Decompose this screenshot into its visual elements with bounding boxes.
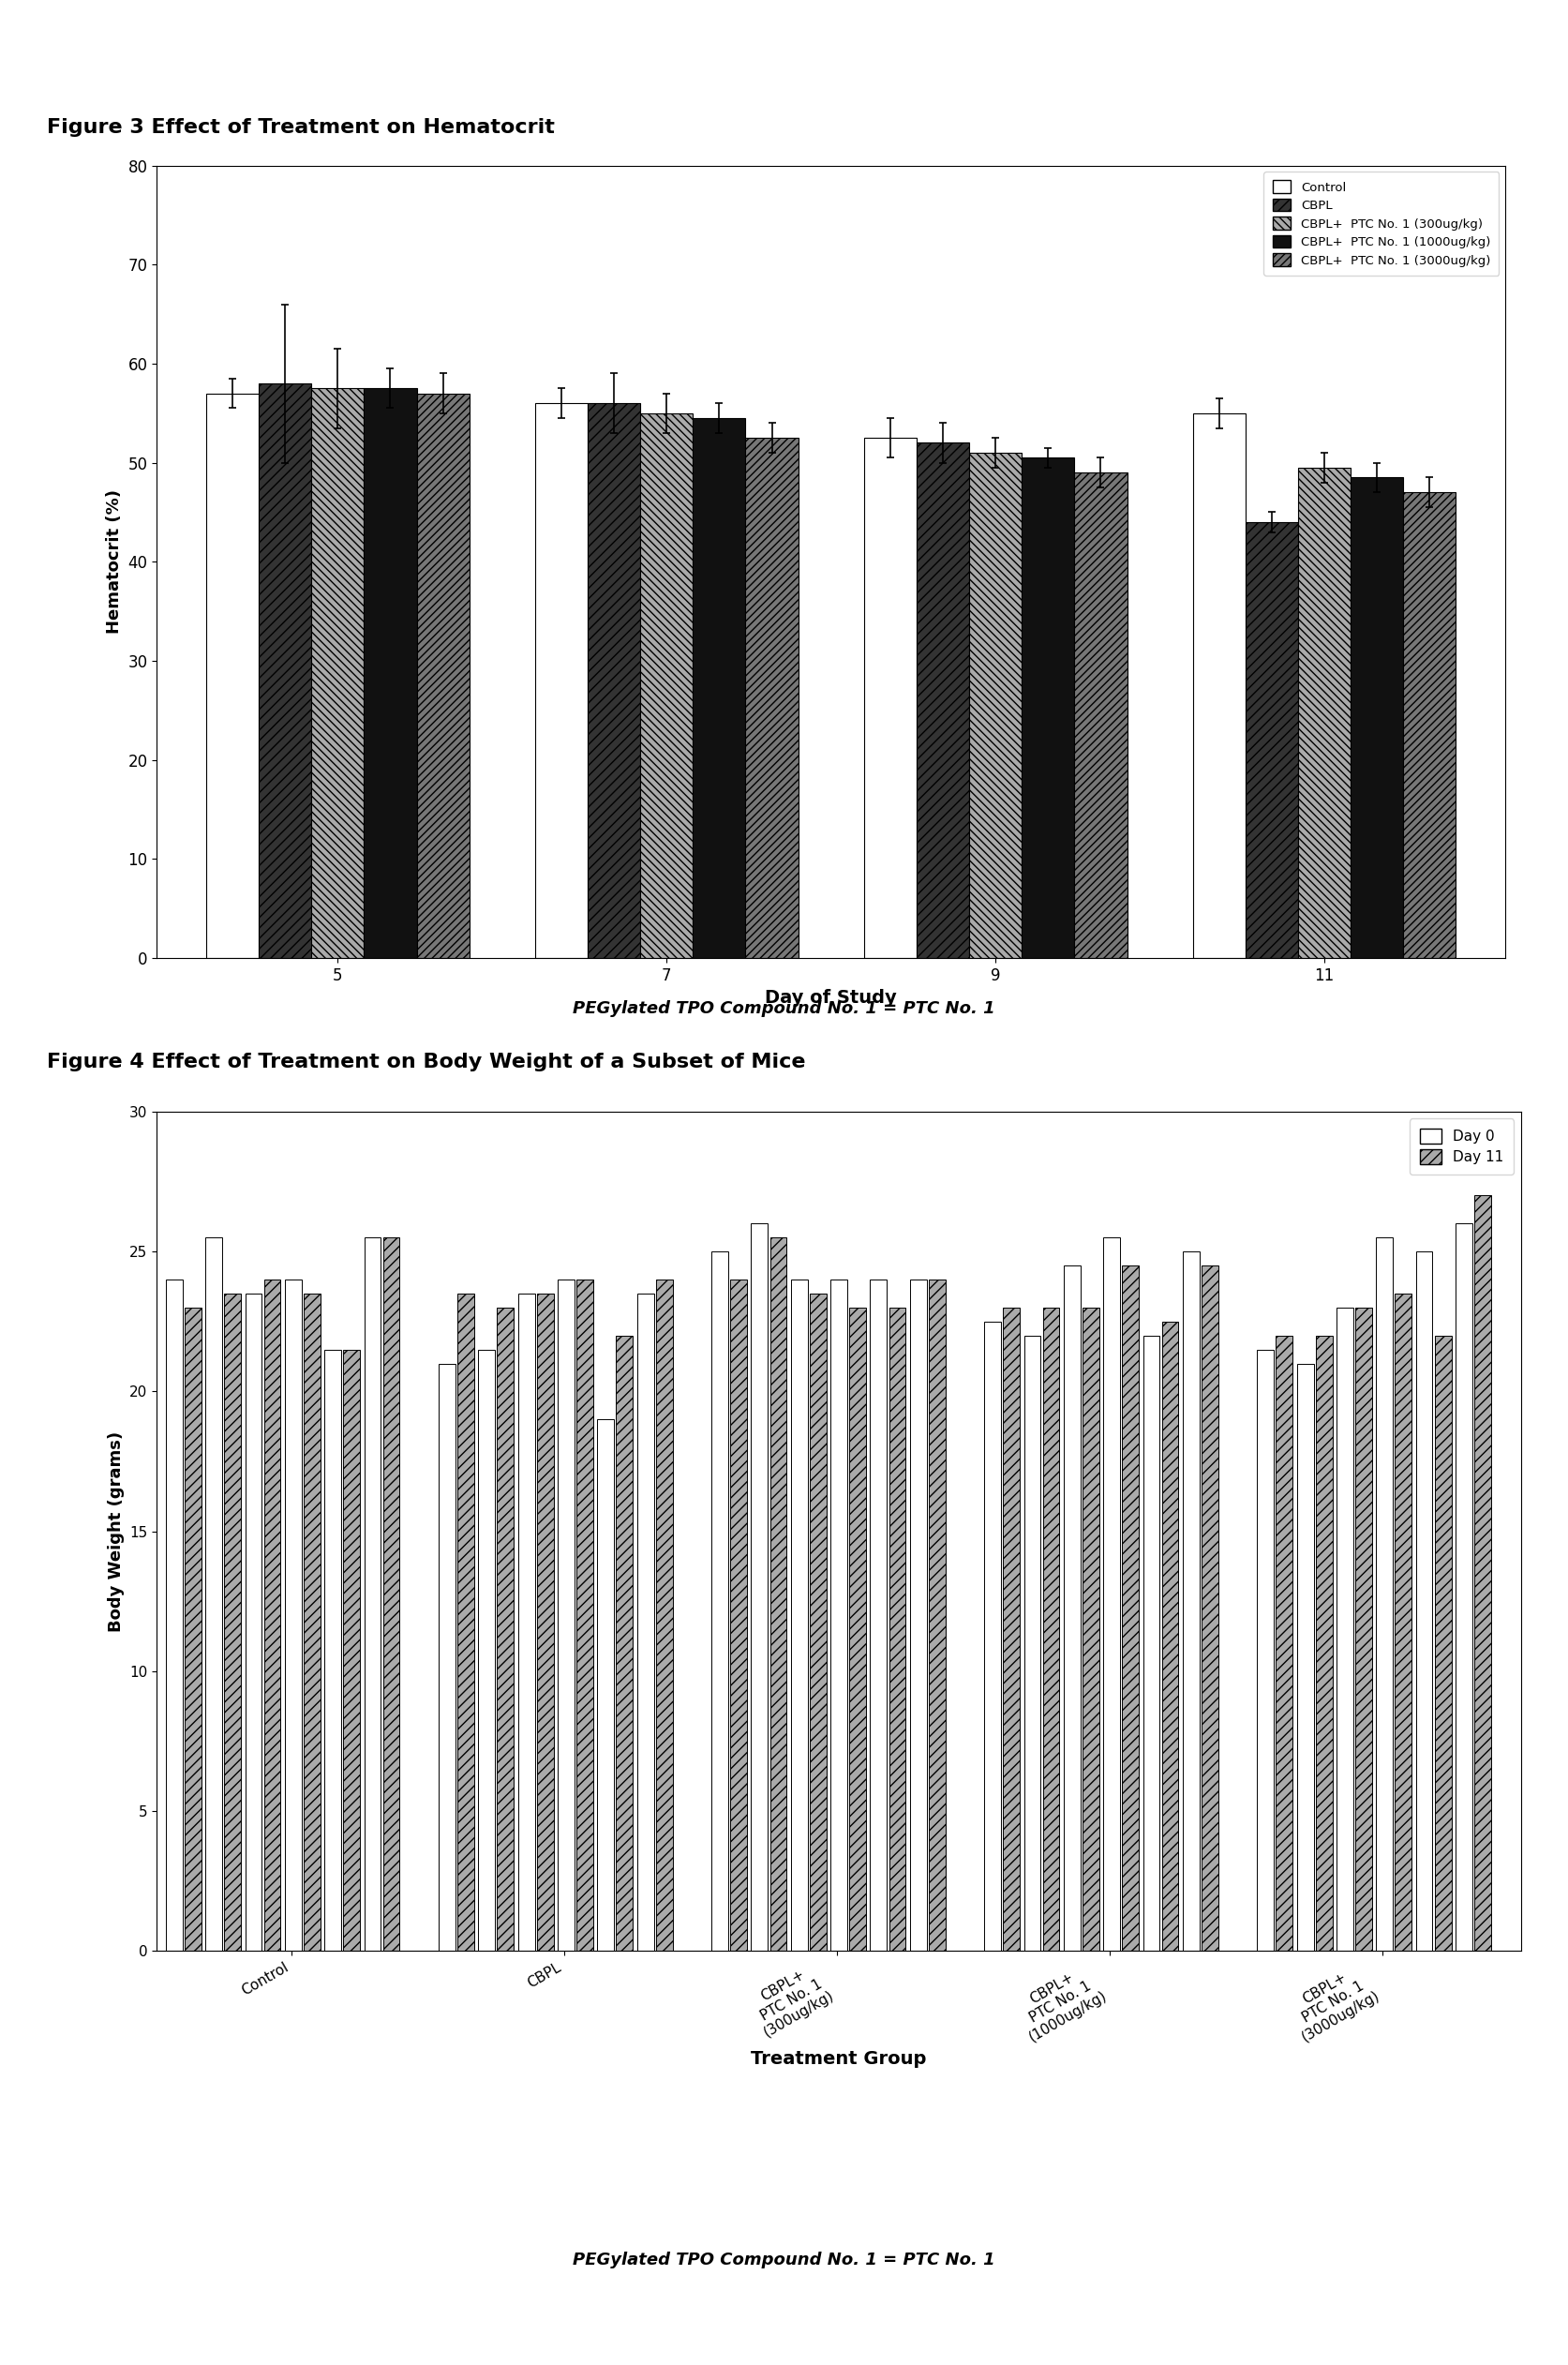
Text: Figure 4 Effect of Treatment on Body Weight of a Subset of Mice: Figure 4 Effect of Treatment on Body Wei… [47,1052,806,1071]
Bar [1403,492,1457,958]
Bar [1336,1308,1353,1951]
Bar [1082,1308,1099,1951]
Bar [1022,459,1074,958]
X-axis label: Treatment Group: Treatment Group [751,2050,927,2067]
Legend: Control, CBPL, CBPL+  PTC No. 1 (300ug/kg), CBPL+  PTC No. 1 (1000ug/kg), CBPL+ : Control, CBPL, CBPL+ PTC No. 1 (300ug/kg… [1264,173,1499,274]
Bar [245,1294,262,1951]
Bar [870,1279,887,1951]
Bar [364,388,417,958]
Bar [1063,1265,1080,1951]
Bar [1396,1294,1411,1951]
Bar [536,1294,554,1951]
Bar [1074,473,1127,958]
Bar [1355,1308,1372,1951]
Bar [588,402,640,958]
Bar [693,419,745,958]
Bar [790,1279,808,1951]
Bar [917,442,969,958]
Bar [712,1251,728,1951]
Y-axis label: Body Weight (grams): Body Weight (grams) [108,1431,124,1632]
Bar [751,1223,768,1951]
Bar [224,1294,241,1951]
Bar [1143,1336,1160,1951]
Bar [259,383,312,958]
X-axis label: Day of Study: Day of Study [765,989,897,1007]
Bar [909,1279,927,1951]
Bar [889,1308,906,1951]
Bar [1104,1237,1120,1951]
Bar [850,1308,866,1951]
Bar [1298,468,1350,958]
Bar [928,1279,946,1951]
Bar [458,1294,474,1951]
Bar [864,438,917,958]
Bar [745,438,798,958]
Legend: Day 0, Day 11: Day 0, Day 11 [1410,1119,1513,1175]
Bar [809,1294,826,1951]
Bar [1350,478,1403,958]
Bar [285,1279,301,1951]
Bar [616,1336,633,1951]
Bar [205,1237,223,1951]
Bar [1245,523,1298,958]
Bar [1193,414,1245,958]
Bar [577,1279,593,1951]
Bar [417,393,469,958]
Text: PEGylated TPO Compound No. 1 = PTC No. 1: PEGylated TPO Compound No. 1 = PTC No. 1 [572,1000,996,1017]
Bar [1258,1350,1273,1951]
Bar [1474,1194,1491,1951]
Bar [1182,1251,1200,1951]
Bar [185,1308,201,1951]
Bar [1297,1362,1314,1951]
Bar [1024,1336,1041,1951]
Bar [1435,1336,1452,1951]
Bar [655,1279,673,1951]
Bar [1004,1308,1019,1951]
Bar [1377,1237,1392,1951]
Bar [770,1237,787,1951]
Bar [985,1322,1000,1951]
Y-axis label: Hematocrit (%): Hematocrit (%) [105,490,122,634]
Bar [535,402,588,958]
Bar [497,1308,514,1951]
Bar [969,452,1022,958]
Bar [558,1279,574,1951]
Bar [1316,1336,1333,1951]
Text: Figure 3 Effect of Treatment on Hematocrit: Figure 3 Effect of Treatment on Hematocr… [47,118,555,137]
Bar [166,1279,182,1951]
Bar [831,1279,847,1951]
Bar [478,1350,495,1951]
Bar [637,1294,654,1951]
Bar [304,1294,320,1951]
Bar [325,1350,342,1951]
Bar [364,1237,381,1951]
Bar [343,1350,361,1951]
Bar [640,414,693,958]
Bar [205,393,259,958]
Bar [1455,1223,1472,1951]
Bar [263,1279,281,1951]
Bar [1123,1265,1138,1951]
Bar [731,1279,746,1951]
Bar [1416,1251,1433,1951]
Bar [1162,1322,1179,1951]
Bar [312,388,364,958]
Bar [597,1419,615,1951]
Bar [517,1294,535,1951]
Bar [383,1237,400,1951]
Text: PEGylated TPO Compound No. 1 = PTC No. 1: PEGylated TPO Compound No. 1 = PTC No. 1 [572,2251,996,2268]
Bar [1043,1308,1060,1951]
Bar [1201,1265,1218,1951]
Bar [1276,1336,1292,1951]
Bar [439,1362,455,1951]
